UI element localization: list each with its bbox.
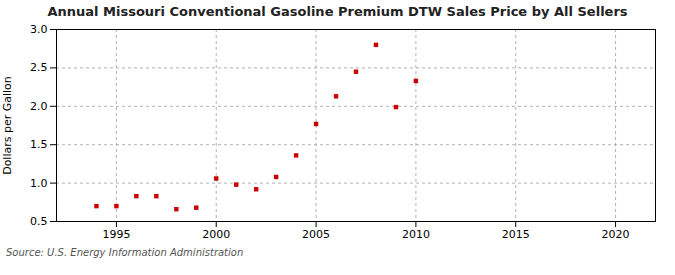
- html-text:Annual Missouri Conventional G: Annual Missouri Conventional Gasoline Pr…: [47, 4, 628, 19]
- svg-text:2005: 2005: [302, 228, 330, 241]
- svg-text:2.0: 2.0: [30, 100, 48, 113]
- svg-text:0.5: 0.5: [30, 215, 48, 228]
- svg-text:1.0: 1.0: [30, 177, 48, 190]
- svg-text:2000: 2000: [202, 228, 230, 241]
- svg-text:2020: 2020: [602, 228, 630, 241]
- svg-text:1995: 1995: [102, 228, 130, 241]
- html-text:Source: U.S. Energy Informatio: Source: U.S. Energy Information Administ…: [6, 247, 244, 258]
- svg-text:1.5: 1.5: [30, 138, 48, 151]
- svg-text:Dollars per Gallon: Dollars per Gallon: [1, 76, 14, 175]
- svg-text:2010: 2010: [402, 228, 430, 241]
- svg-text:2.5: 2.5: [30, 61, 48, 74]
- svg-text:2015: 2015: [502, 228, 530, 241]
- svg-text:3.0: 3.0: [30, 23, 48, 36]
